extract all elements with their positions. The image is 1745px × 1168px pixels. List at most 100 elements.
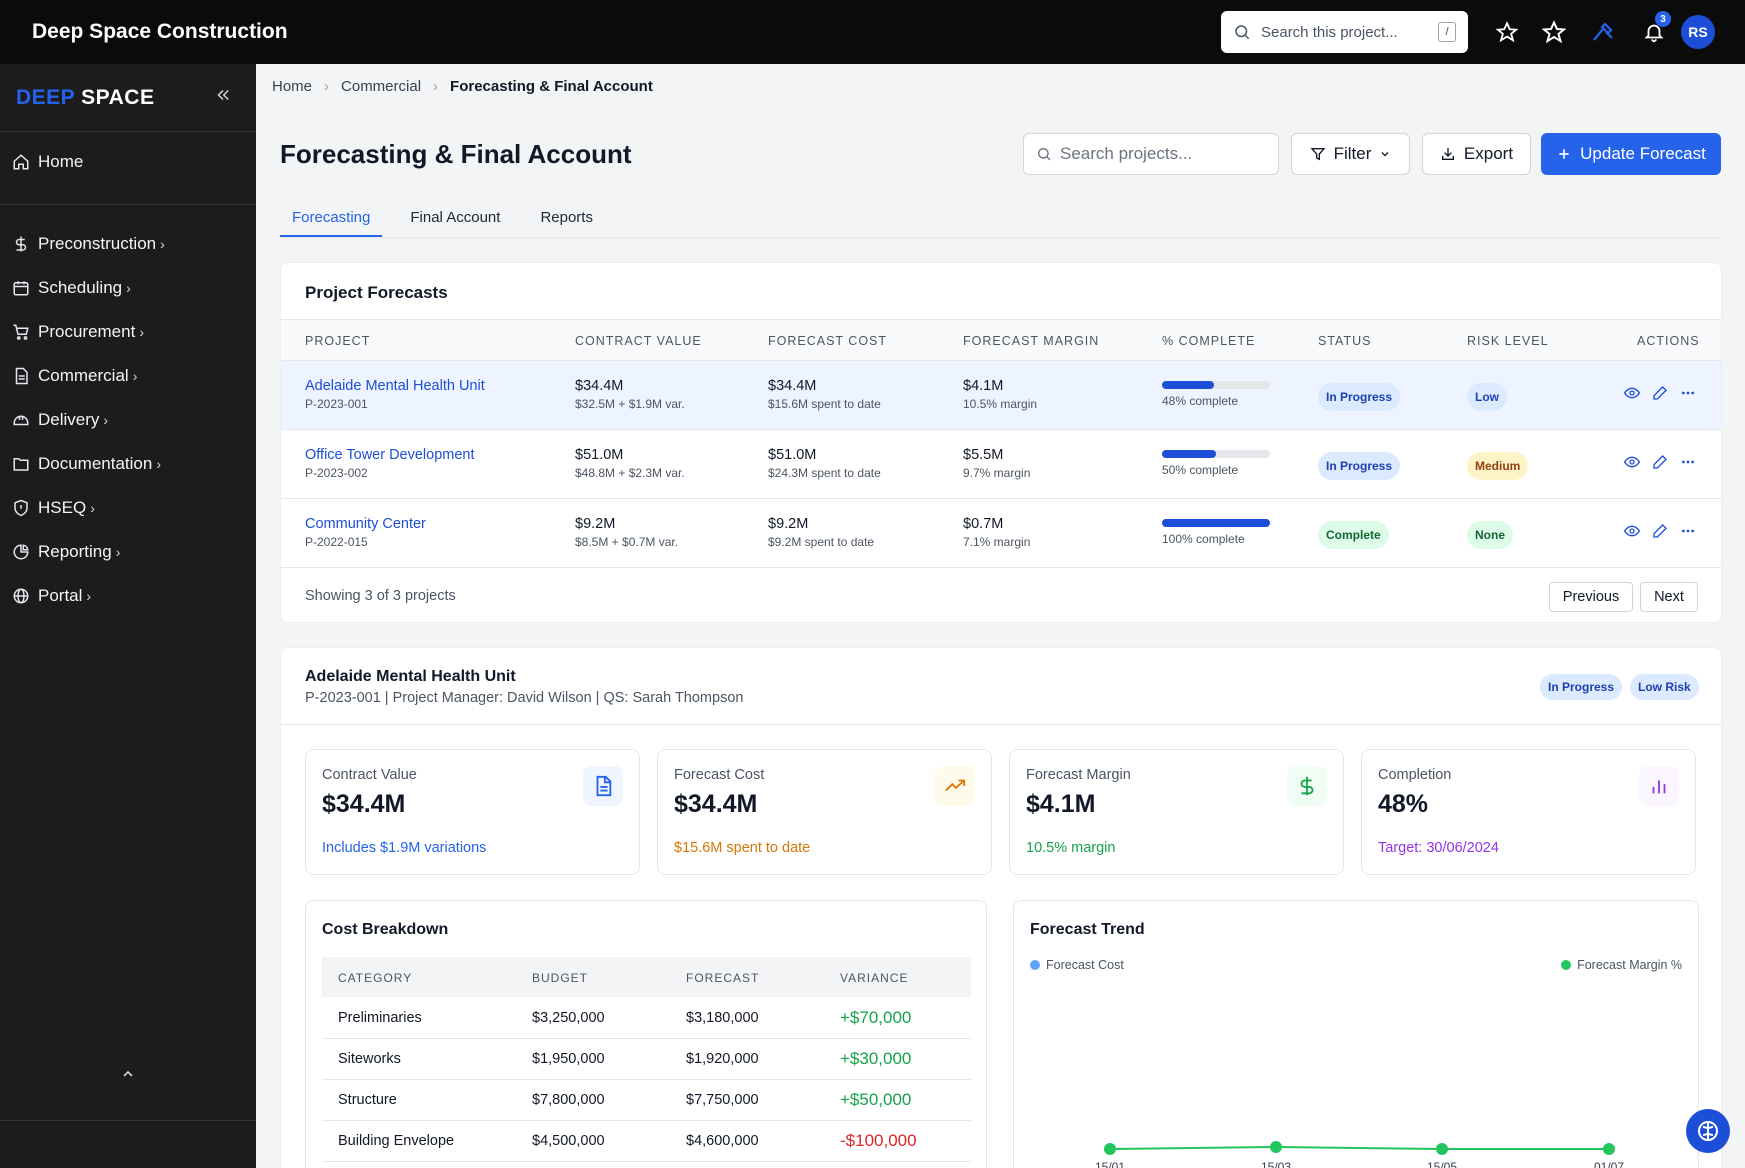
edit-pencil-icon[interactable] xyxy=(1652,454,1668,470)
more-options-icon[interactable] xyxy=(1680,454,1696,470)
x-tick-label: 01/07 xyxy=(1594,1160,1624,1168)
chevron-right-icon: › xyxy=(126,280,131,296)
forecast-trend-card: Forecast Trend Forecast Cost Forecast Ma… xyxy=(1013,900,1699,1168)
legend-dot xyxy=(1561,960,1572,970)
search-icon xyxy=(1038,148,1051,161)
project-code: P-2022-015 xyxy=(305,535,368,549)
forecast-margin: $4.1M xyxy=(963,378,1004,394)
risk-badge: None xyxy=(1467,521,1513,549)
forecast-margin: $0.7M xyxy=(963,516,1004,532)
user-avatar[interactable]: RS xyxy=(1681,15,1715,49)
edit-pencil-icon[interactable] xyxy=(1652,523,1668,539)
spent-to-date: $9.2M spent to date xyxy=(768,535,875,549)
projects-search-input[interactable]: Search projects... xyxy=(1023,133,1279,175)
margin-data-point[interactable] xyxy=(1436,1143,1448,1155)
sidebar-item-delivery[interactable]: Delivery › xyxy=(12,406,108,434)
chevron-right-icon: › xyxy=(156,456,162,472)
kpi-contract-value: Contract Value $34.4M Includes $1.9M var… xyxy=(305,749,640,875)
bell-icon[interactable] xyxy=(1640,18,1668,46)
tab-forecasting[interactable]: Forecasting xyxy=(280,203,383,237)
project-code: P-2023-002 xyxy=(305,466,368,480)
brand-part2: SPACE xyxy=(81,86,155,109)
tab-final-account[interactable]: Final Account xyxy=(410,209,501,226)
budget: $3,250,000 xyxy=(532,1010,605,1026)
search-shortcut-key: / xyxy=(1438,22,1456,42)
view-eye-icon[interactable] xyxy=(1624,385,1640,401)
bookmark-star-icon[interactable] xyxy=(1540,18,1568,46)
dollar-icon xyxy=(1287,766,1327,806)
kpi-label: Forecast Cost xyxy=(674,767,765,783)
kpi-forecast-margin: Forecast Margin $4.1M 10.5% margin xyxy=(1009,749,1344,875)
page-title: Forecasting & Final Account xyxy=(280,139,632,169)
column-header: Forecast Margin xyxy=(963,334,1100,348)
brand-logo: DEEP SPACE xyxy=(16,86,154,110)
project-name-link[interactable]: Community Center xyxy=(305,516,426,532)
sidebar: DEEP SPACE Home Preconstruction › Schedul… xyxy=(0,64,256,1168)
project-name-link[interactable]: Office Tower Development xyxy=(305,447,475,463)
forecast-trend-title: Forecast Trend xyxy=(1030,921,1145,938)
tab-reports[interactable]: Reports xyxy=(540,209,593,226)
ai-assistant-button[interactable] xyxy=(1686,1109,1730,1153)
chevron-up-icon[interactable] xyxy=(120,1066,136,1082)
export-button-label: Export xyxy=(1463,144,1514,163)
margin-data-point[interactable] xyxy=(1104,1143,1116,1155)
progress-bar xyxy=(1162,519,1270,527)
breadcrumb: Home › Commercial › Forecasting & Final … xyxy=(272,78,653,95)
margin-data-point[interactable] xyxy=(1603,1143,1615,1155)
column-header: Risk Level xyxy=(1467,334,1549,348)
sidebar-item-scheduling[interactable]: Scheduling › xyxy=(12,274,131,302)
tools-hammer-icon[interactable] xyxy=(1589,18,1617,46)
progress-text: 48% complete xyxy=(1162,394,1239,408)
project-name-link[interactable]: Adelaide Mental Health Unit xyxy=(305,378,485,394)
sidebar-item-reporting[interactable]: Reporting › xyxy=(12,538,120,566)
sidebar-item-documentation[interactable]: Documentation › xyxy=(12,450,161,478)
variance: +$50,000 xyxy=(840,1090,912,1109)
edit-pencil-icon[interactable] xyxy=(1652,385,1668,401)
more-options-icon[interactable] xyxy=(1680,385,1696,401)
project-search-input[interactable]: Search this project... / xyxy=(1221,11,1468,53)
progress-text: 50% complete xyxy=(1162,463,1239,477)
favorite-star-icon[interactable] xyxy=(1493,18,1521,46)
sidebar-item-hseq[interactable]: HSEQ › xyxy=(12,494,95,522)
more-options-icon[interactable] xyxy=(1680,523,1696,539)
column-header: VARIANCE xyxy=(840,971,909,985)
next-page-button[interactable]: Next xyxy=(1640,582,1698,612)
spent-to-date: $24.3M spent to date xyxy=(768,466,881,480)
tabs-divider xyxy=(280,237,1721,238)
project-code: P-2023-001 xyxy=(305,397,368,411)
chevron-right-icon: › xyxy=(139,324,144,340)
variance: +$70,000 xyxy=(840,1008,912,1027)
progress-fill xyxy=(1162,519,1270,527)
pie-chart-icon xyxy=(13,544,29,560)
margin-data-point[interactable] xyxy=(1270,1141,1282,1153)
collapse-sidebar-icon[interactable] xyxy=(214,86,232,104)
contract-value: $9.2M xyxy=(575,516,616,532)
chevron-right-icon: › xyxy=(86,588,92,604)
filter-button[interactable]: Filter xyxy=(1291,133,1410,175)
hard-hat-icon xyxy=(13,415,29,426)
sidebar-item-procurement[interactable]: Procurement › xyxy=(12,318,144,346)
pagination-summary: Showing 3 of 3 projects xyxy=(305,588,456,604)
export-button[interactable]: Export xyxy=(1422,133,1531,175)
sidebar-item-commercial[interactable]: Commercial › xyxy=(12,362,137,390)
sidebar-item-preconstruction[interactable]: Preconstruction › xyxy=(12,230,165,258)
sidebar-item-portal[interactable]: Portal › xyxy=(12,582,91,610)
legend-label: Forecast Cost xyxy=(1046,958,1124,972)
view-eye-icon[interactable] xyxy=(1624,523,1640,539)
table-row[interactable]: Adelaide Mental Health Unit P-2023-001 $… xyxy=(281,361,1721,430)
previous-page-button[interactable]: Previous xyxy=(1549,582,1633,612)
sidebar-item-label: Portal xyxy=(38,586,83,605)
shield-icon xyxy=(14,499,28,517)
sidebar-item-home[interactable]: Home xyxy=(12,148,83,176)
breadcrumb-home[interactable]: Home xyxy=(272,78,313,95)
table-row[interactable]: Office Tower Development P-2023-002 $51.… xyxy=(281,430,1721,499)
breadcrumb-commercial[interactable]: Commercial xyxy=(341,78,422,95)
kpi-label: Completion xyxy=(1378,767,1452,783)
contract-breakdown: $8.5M + $0.7M var. xyxy=(575,535,679,549)
view-eye-icon[interactable] xyxy=(1624,454,1640,470)
column-header: Project xyxy=(305,334,371,348)
update-forecast-button[interactable]: Update Forecast xyxy=(1541,133,1721,175)
legend-label: Forecast Margin % xyxy=(1577,958,1682,972)
table-row[interactable]: Community Center P-2022-015 $9.2M $8.5M … xyxy=(281,499,1721,568)
margin-series-line xyxy=(1109,1145,1609,1150)
